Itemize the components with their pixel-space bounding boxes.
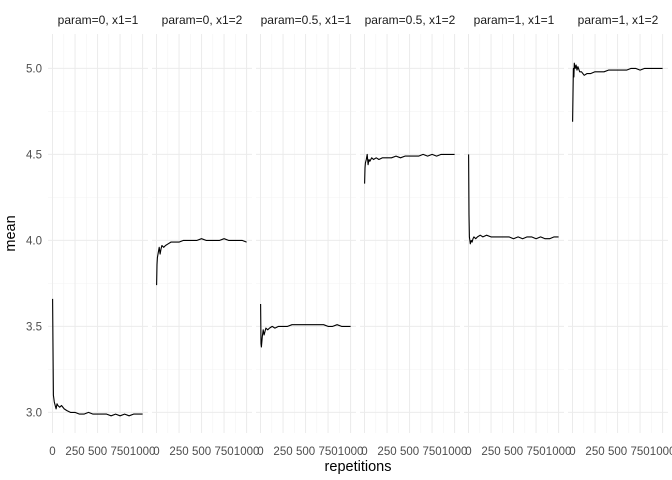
facet-strip-title: param=1, x1=1 [474, 13, 555, 27]
facet-panel: param=1, x1=1 0 250 500 750 1000 [464, 13, 571, 458]
x-tick-label: 500 [608, 446, 627, 458]
x-tick-label: 250 [65, 446, 84, 458]
x-tick-label: 0 [465, 446, 471, 458]
x-tick-label: 500 [400, 446, 419, 458]
series-line [364, 153, 455, 184]
x-tick-label: 1000 [234, 446, 260, 458]
x-tick-label: 750 [110, 446, 129, 458]
series-line [52, 298, 143, 417]
facet-strip-title: param=1, x1=2 [578, 13, 659, 27]
x-tick-label: 0 [569, 446, 575, 458]
facet-panel: param=0, x1=1 0 250 500 750 1000 [48, 13, 155, 458]
x-tick-label: 1000 [338, 446, 364, 458]
x-tick-label: 1000 [442, 446, 468, 458]
x-tick-label: 250 [273, 446, 292, 458]
x-tick-label: 500 [296, 446, 315, 458]
y-axis-ticks: 3.0 3.5 4.0 4.5 5.0 [26, 63, 42, 419]
x-tick-label: 250 [585, 446, 604, 458]
series-line [260, 303, 351, 348]
x-tick-label: 1000 [546, 446, 572, 458]
x-tick-label: 750 [630, 446, 649, 458]
series-line [468, 154, 559, 245]
facet-strip-title: param=0, x1=2 [162, 13, 243, 27]
facet-panel: param=0, x1=2 0 250 500 750 1000 [152, 13, 259, 458]
y-axis-title: mean [3, 215, 19, 251]
facet-strip-title: param=0, x1=1 [58, 13, 139, 27]
x-tick-label: 750 [422, 446, 441, 458]
y-tick-label: 3.5 [26, 321, 42, 333]
x-tick-label: 0 [49, 446, 55, 458]
x-tick-label: 250 [481, 446, 500, 458]
x-tick-label: 1000 [130, 446, 156, 458]
x-tick-label: 0 [257, 446, 263, 458]
facet-panel: param=0.5, x1=1 0 250 500 750 1000 [256, 13, 363, 458]
x-tick-label: 1000 [650, 446, 672, 458]
facet-panel: param=0.5, x1=2 0 250 500 750 1000 [360, 13, 467, 458]
series-line [156, 238, 247, 286]
x-tick-label: 750 [526, 446, 545, 458]
facet-strip-title: param=0.5, x1=1 [261, 13, 352, 27]
x-tick-label: 750 [318, 446, 337, 458]
y-tick-label: 3.0 [26, 407, 42, 419]
facet-strip-title: param=0.5, x1=2 [365, 13, 456, 27]
y-tick-label: 4.5 [26, 149, 42, 161]
x-tick-label: 500 [504, 446, 523, 458]
y-tick-label: 5.0 [26, 63, 42, 75]
x-tick-label: 250 [169, 446, 188, 458]
x-tick-label: 750 [214, 446, 233, 458]
y-tick-label: 4.0 [26, 235, 42, 247]
series-line [572, 62, 663, 122]
x-tick-label: 500 [88, 446, 107, 458]
x-tick-label: 250 [377, 446, 396, 458]
x-axis-title: repetitions [325, 459, 392, 475]
x-tick-label: 0 [361, 446, 367, 458]
x-tick-label: 0 [153, 446, 159, 458]
x-tick-label: 500 [192, 446, 211, 458]
